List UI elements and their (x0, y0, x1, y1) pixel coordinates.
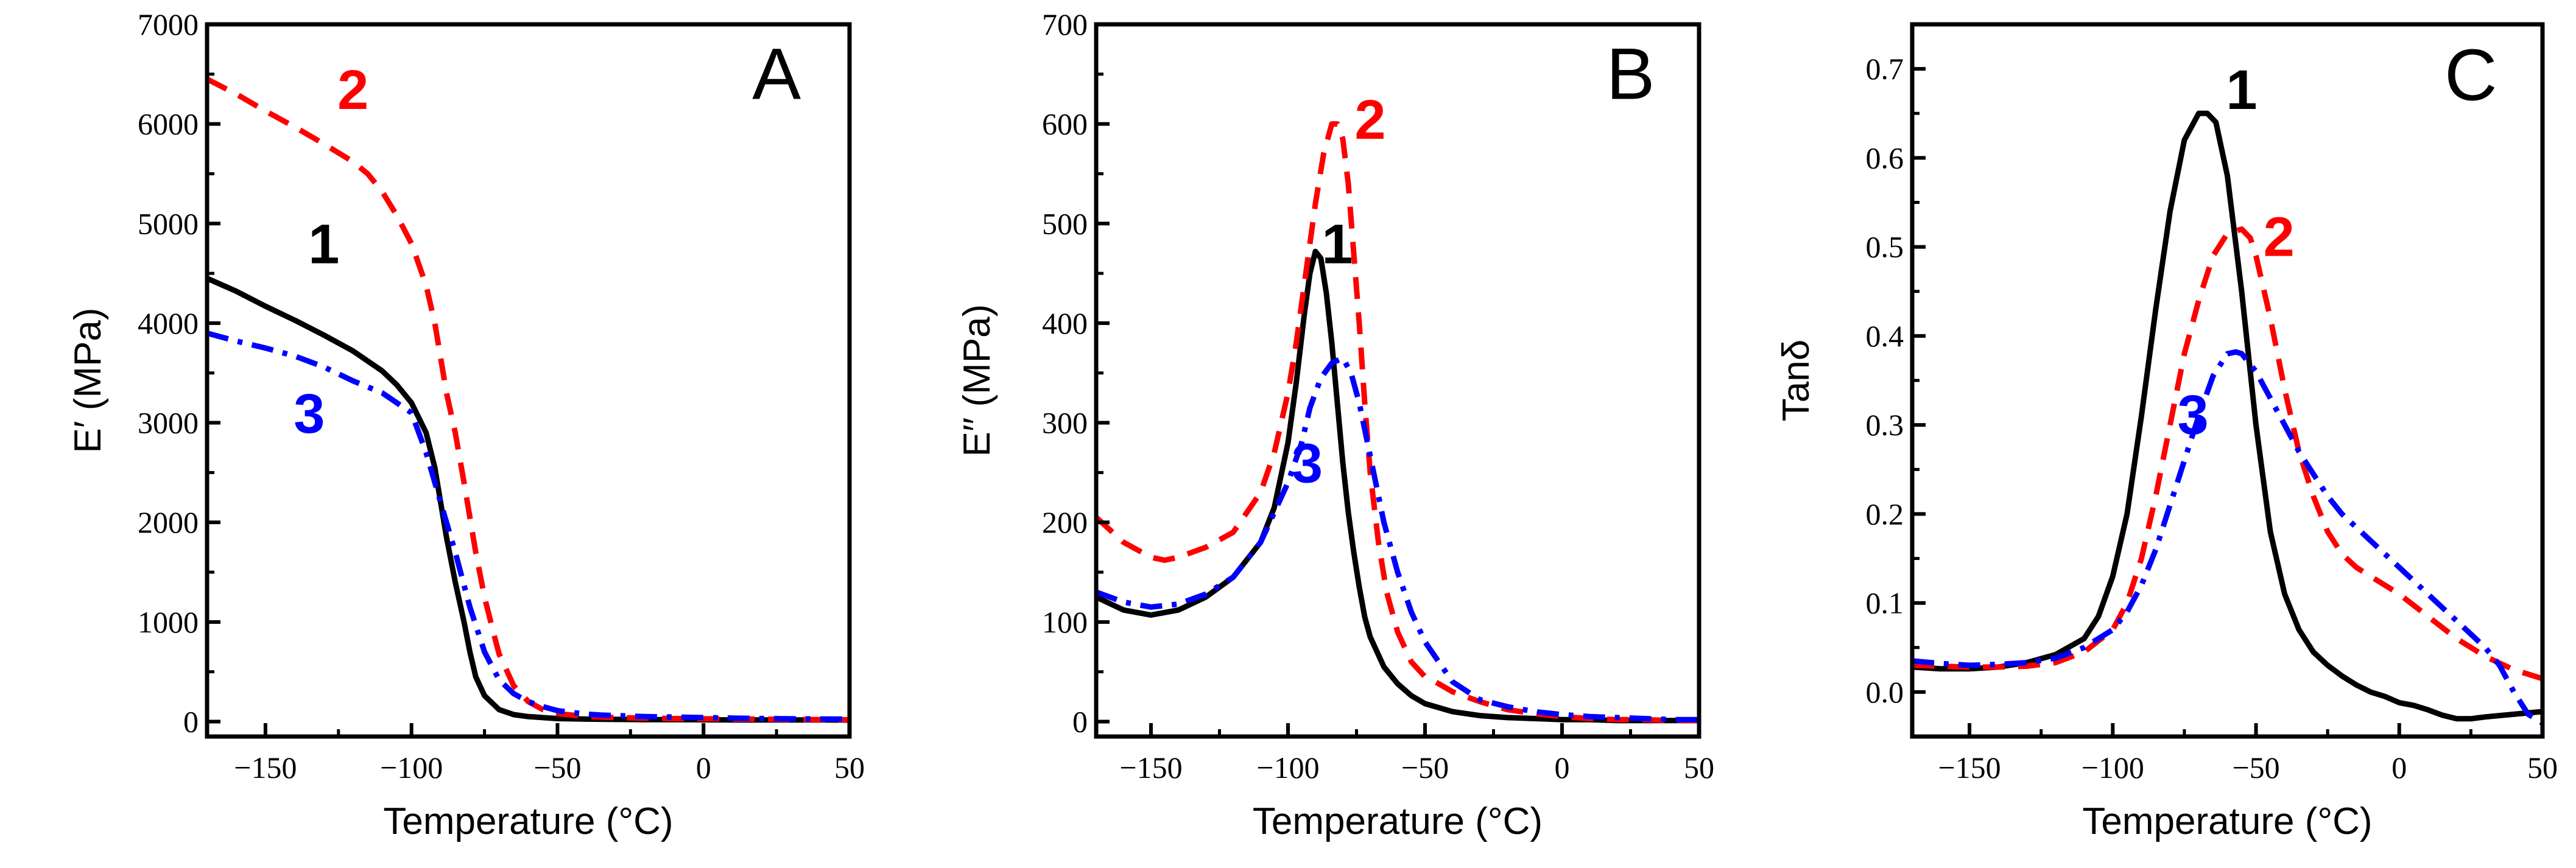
x-tick-label: 0 (696, 751, 711, 785)
series-3-line (1096, 355, 1699, 723)
y-tick-label: 0 (183, 704, 199, 738)
series-3-line (1912, 349, 2543, 726)
y-tick-label: 5000 (138, 206, 199, 240)
x-tick-label: −150 (234, 751, 297, 785)
panel-letter: A (752, 33, 801, 115)
y-tick-label: 4000 (138, 306, 199, 340)
series-1-label: 1 (1321, 214, 1353, 276)
series-2-label: 2 (337, 59, 368, 121)
y-tick-label: 7000 (138, 7, 199, 41)
series-2-line (1096, 121, 1699, 724)
x-tick-label: −100 (1256, 751, 1319, 785)
y-axis-title: E′ (MPa) (67, 308, 109, 453)
y-tick-label: 0.0 (1866, 675, 1904, 709)
y-tick-label: 300 (1042, 406, 1088, 440)
y-tick-label: 1000 (138, 605, 199, 639)
series-2-label: 2 (1354, 89, 1385, 151)
y-tick-label: 0.5 (1866, 230, 1904, 264)
y-tick-label: 0 (1072, 704, 1088, 738)
x-tick-label: −150 (1938, 751, 2001, 785)
y-tick-label: 0.6 (1866, 141, 1904, 175)
series-2-label: 2 (2264, 206, 2295, 268)
x-tick-label: −150 (1119, 751, 1182, 785)
plot-frame (205, 22, 852, 739)
x-tick-label: 0 (1555, 751, 1570, 785)
y-tick-label: 500 (1042, 206, 1088, 240)
panel-b: −150 −100 −50 0 500100200300400500600700Temp… (956, 7, 1714, 842)
x-tick-label: −50 (1401, 751, 1449, 785)
y-tick-label: 2000 (138, 505, 199, 539)
y-tick-label: 200 (1042, 505, 1088, 539)
x-tick-label: 0 (2391, 751, 2407, 785)
x-axis-title: Temperature (°C) (2082, 800, 2372, 842)
y-axis-title: Tanδ (1775, 340, 1817, 421)
y-tick-label: 0.3 (1866, 408, 1904, 442)
panel-a: −150 −100 −50 0 5001000200030004000500060007… (67, 7, 865, 842)
y-tick-label: 100 (1042, 605, 1088, 639)
plot-frame (1094, 22, 1701, 739)
y-tick-label: 400 (1042, 306, 1088, 340)
x-tick-label: 50 (1684, 751, 1714, 785)
y-tick-label: 600 (1042, 107, 1088, 141)
x-tick-label: −50 (2232, 751, 2279, 785)
y-axis-title: E′′ (MPa) (956, 304, 998, 457)
x-axis-title: Temperature (°C) (1253, 800, 1543, 842)
y-tick-label: 6000 (138, 107, 199, 141)
x-tick-label: −100 (380, 751, 443, 785)
series-3-label: 3 (294, 383, 325, 445)
x-tick-label: 50 (834, 751, 865, 785)
series-1-line (1912, 110, 2543, 722)
y-tick-label: 0.4 (1866, 319, 1904, 353)
y-tick-label: 3000 (138, 406, 199, 440)
y-tick-label: 0.1 (1866, 586, 1904, 620)
series-1-line (1096, 248, 1699, 724)
series-2-line (1912, 226, 2543, 682)
series-1-label: 1 (308, 214, 339, 276)
series-1-line (207, 276, 850, 723)
series-2-line (207, 76, 850, 723)
series-3-line (207, 330, 850, 722)
panel-c: −150 −100 −50 0 50 0.0 0.1 0.2 0.3 0.4 0.5 0.6 0.7 Te… (1775, 22, 2558, 842)
x-tick-label: −100 (2082, 751, 2144, 785)
x-tick-label: 50 (2527, 751, 2558, 785)
x-axis-title: Temperature (°C) (383, 800, 673, 842)
series-3-label: 3 (2177, 384, 2208, 446)
x-tick-label: −50 (533, 751, 581, 785)
panel-letter: B (1606, 33, 1655, 115)
y-tick-label: 0.7 (1866, 52, 1904, 86)
panel-letter: C (2444, 34, 2497, 116)
y-tick-label: 700 (1042, 7, 1088, 41)
y-tick-label: 0.2 (1866, 497, 1904, 531)
series-3-label: 3 (1292, 433, 1323, 495)
series-1-label: 1 (2226, 59, 2257, 121)
